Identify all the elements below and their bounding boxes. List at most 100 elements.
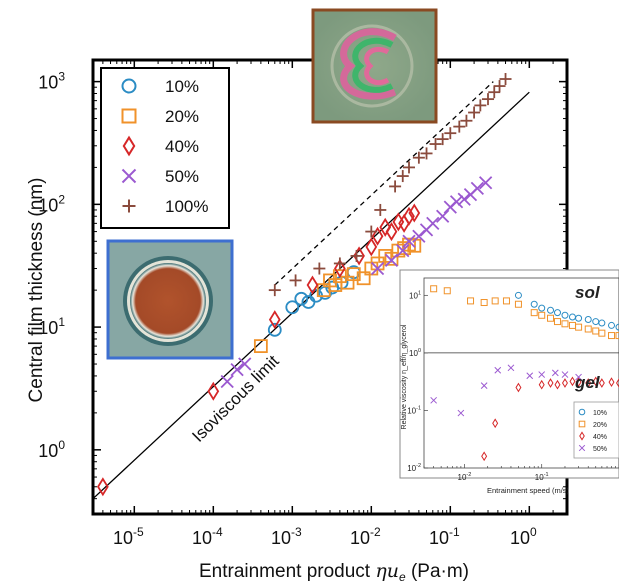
inset-data-point xyxy=(547,378,554,388)
data-point xyxy=(397,241,411,256)
data-point xyxy=(420,147,433,160)
inset-legend-label: 20% xyxy=(593,422,607,429)
inset-data-point xyxy=(502,297,510,305)
data-point xyxy=(253,339,268,353)
inset-data-point xyxy=(561,378,568,388)
x-tick-label: 100 xyxy=(510,525,537,548)
data-point xyxy=(429,138,442,151)
inset-data-point xyxy=(608,321,616,329)
legend-label: 10% xyxy=(165,77,199,96)
inset-data-point xyxy=(561,371,569,378)
main-legend: 10% 20% 40% 50% 100% xyxy=(100,67,230,229)
main-data-points xyxy=(97,73,512,497)
data-point xyxy=(396,243,410,258)
inset-data-point xyxy=(575,314,583,322)
y-axis-label: Central film thickness (nm) xyxy=(26,178,47,403)
inset-data-point xyxy=(515,382,522,393)
legend-label: 40% xyxy=(165,137,199,156)
inset-data-point xyxy=(467,297,475,305)
inset-series-20pct xyxy=(430,285,619,340)
inset-data-point xyxy=(538,371,546,378)
data-point xyxy=(453,120,466,133)
inset-data-point xyxy=(598,378,605,388)
inset-data-point xyxy=(616,378,619,388)
inset-annotation-sol: sol xyxy=(575,283,601,302)
inset-data-point xyxy=(514,291,522,299)
inset-x-axis-label: Entrainment speed (m/s) xyxy=(487,486,570,495)
inset-data-point xyxy=(554,379,561,390)
inset-legend-label: 50% xyxy=(593,446,607,453)
micrograph-left xyxy=(106,239,234,360)
data-point xyxy=(396,170,409,183)
inset-data-point xyxy=(551,369,559,377)
data-point xyxy=(334,259,346,279)
data-point xyxy=(356,271,371,286)
inset-data-point xyxy=(553,309,561,317)
isoviscous-line xyxy=(92,91,530,500)
data-point xyxy=(230,363,244,377)
inset-y-tick-label: 10-2 xyxy=(407,463,421,473)
inset-data-point xyxy=(584,316,592,324)
inset-axes-ticks: 10-2 10-1 101 100 10-1 10-2 xyxy=(407,277,619,482)
data-point xyxy=(449,195,464,209)
inset-data-point xyxy=(443,287,451,295)
y-tick-label: 102 xyxy=(38,192,65,215)
data-point xyxy=(488,86,501,99)
data-point xyxy=(268,284,281,297)
legend-marker-circle xyxy=(121,78,137,94)
inset-plot-area xyxy=(423,277,619,469)
legend-label: 20% xyxy=(165,107,199,126)
inset-y-tick-label: 101 xyxy=(409,290,421,300)
y-tick-label: 100 xyxy=(38,438,65,461)
inset-data-points xyxy=(430,285,619,462)
data-point xyxy=(493,80,506,93)
data-point xyxy=(444,127,457,140)
y-tick-label: 101 xyxy=(38,315,65,338)
inset-data-point xyxy=(561,320,569,328)
legend-label: 50% xyxy=(165,167,199,186)
data-point xyxy=(267,322,282,337)
inset-data-point xyxy=(584,325,592,333)
inset-annotation-gel: gel xyxy=(574,373,601,392)
x-tick-label: 10-3 xyxy=(271,525,302,548)
data-point xyxy=(313,262,326,275)
inset-data-point xyxy=(514,300,522,308)
data-point xyxy=(412,151,425,164)
data-point xyxy=(478,176,493,190)
inset-data-point xyxy=(561,311,569,319)
data-point xyxy=(294,291,309,306)
data-point xyxy=(97,477,109,497)
inset-data-point xyxy=(575,373,582,381)
legend-marker-diamond xyxy=(122,135,136,157)
x-tick-label: 10-2 xyxy=(350,525,381,548)
x-axis-label-subscript: e xyxy=(399,570,406,584)
data-point xyxy=(333,257,346,270)
inset-data-point xyxy=(547,314,555,322)
inset-legend-label: 10% xyxy=(593,410,607,417)
inset-y-tick-label: 10-1 xyxy=(407,405,421,415)
data-point xyxy=(370,261,385,276)
data-point xyxy=(207,381,220,401)
data-point xyxy=(460,114,473,127)
inset-data-point xyxy=(538,311,546,319)
x-tick-label: 10-4 xyxy=(192,525,223,548)
inset-legend-marker-square xyxy=(578,420,586,428)
data-point xyxy=(350,249,363,262)
data-point xyxy=(499,73,512,86)
series-50pct xyxy=(220,176,493,389)
inset-data-point xyxy=(530,300,538,308)
inset-data-point xyxy=(585,378,592,388)
data-point xyxy=(371,226,384,246)
data-point xyxy=(374,203,387,216)
legend-marker-cross xyxy=(121,168,137,184)
inset-data-point xyxy=(615,323,619,331)
legend-marker-square xyxy=(121,108,137,124)
inset-chart: 10-2 10-1 101 100 10-1 10-2 sol gel Entrainme… xyxy=(399,269,619,495)
inset-data-point xyxy=(480,299,488,307)
inset-legend-marker-cross xyxy=(578,444,586,452)
inset-data-point xyxy=(608,377,615,388)
data-point xyxy=(365,237,378,257)
data-point xyxy=(403,206,415,226)
inset-data-point xyxy=(494,366,502,374)
